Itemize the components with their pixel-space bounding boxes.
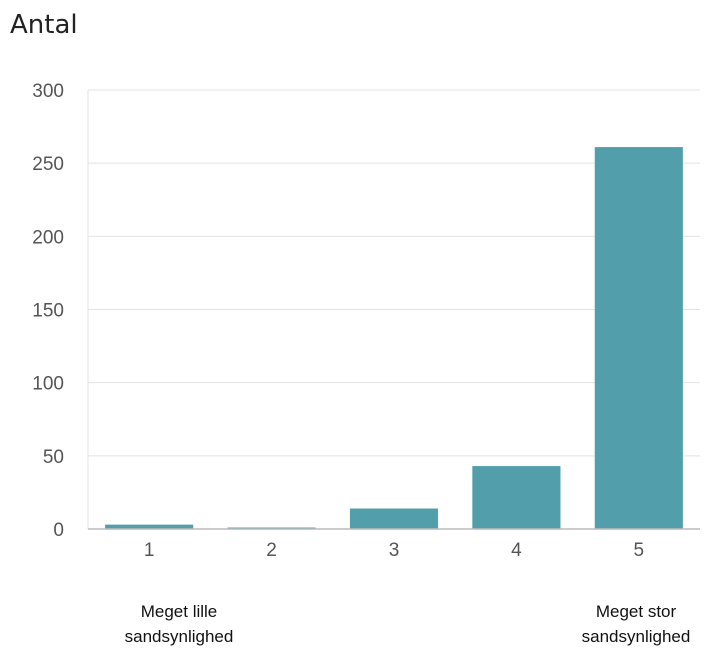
low-end-label-line2: sandsynlighed xyxy=(124,627,234,646)
bar-1 xyxy=(105,524,194,529)
y-tick-label-150: 150 xyxy=(32,301,64,322)
x-tick-label-3: 3 xyxy=(389,540,400,561)
high-end-label-line2: sandsynlighed xyxy=(581,627,691,646)
x-tick-label-5: 5 xyxy=(634,540,645,561)
low-end-label-line1: Meget lille xyxy=(140,602,218,621)
high-end-label-line1: Meget stor xyxy=(595,602,677,621)
bar-4 xyxy=(472,466,561,529)
y-tick-label-0: 0 xyxy=(53,520,64,541)
x-tick-label-1: 1 xyxy=(144,540,155,561)
bar-3 xyxy=(349,508,439,529)
y-tick-label-100: 100 xyxy=(32,374,64,395)
x-tick-label-2: 2 xyxy=(266,540,277,561)
y-tick-label-200: 200 xyxy=(32,227,64,248)
y-tick-label-250: 250 xyxy=(32,154,64,175)
bar-5 xyxy=(594,147,683,529)
y-tick-label-300: 300 xyxy=(32,81,64,102)
x-tick-label-4: 4 xyxy=(511,540,522,561)
y-tick-label-50: 50 xyxy=(43,447,64,468)
bars xyxy=(105,147,683,529)
gridlines xyxy=(88,89,700,457)
high-end-label: Meget stor sandsynlighed xyxy=(546,599,712,649)
axes: 0 50 100 150 200 250 300 1 2 3 4 5 xyxy=(32,81,700,561)
low-end-label: Meget lille sandsynlighed xyxy=(89,599,269,649)
chart-title: Antal xyxy=(10,10,78,40)
